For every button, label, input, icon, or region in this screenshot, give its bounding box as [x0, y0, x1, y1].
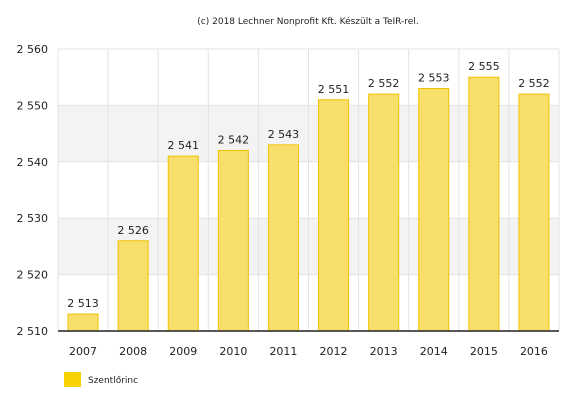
y-axis-ticks: 2 510 2 520 2 530 2 540 2 550 2 560: [17, 43, 49, 338]
x-tick-label: 2016: [520, 345, 548, 358]
data-label: 2 542: [218, 134, 250, 147]
x-tick-label: 2013: [370, 345, 398, 358]
data-label: 2 553: [418, 71, 450, 84]
x-tick-label: 2010: [219, 345, 247, 358]
data-label: 2 552: [368, 77, 400, 90]
bar[interactable]: [318, 99, 350, 332]
y-tick-label: 2 550: [17, 99, 49, 112]
data-label: 2 555: [468, 60, 500, 73]
x-tick-label: 2015: [470, 345, 498, 358]
bar[interactable]: [418, 87, 450, 332]
data-label: 2 513: [67, 297, 99, 310]
y-tick-label: 2 530: [17, 212, 49, 225]
data-label: 2 543: [268, 128, 300, 141]
bar[interactable]: [217, 150, 249, 332]
gridlines: [57, 48, 560, 332]
chart-credit: (c) 2018 Lechner Nonprofit Kft. Készült …: [197, 16, 418, 27]
legend[interactable]: Szentlőrinc: [64, 372, 138, 387]
x-tick-label: 2007: [69, 345, 97, 358]
x-tick-label: 2011: [269, 345, 297, 358]
x-tick-label: 2012: [320, 345, 348, 358]
x-tick-label: 2014: [420, 345, 448, 358]
data-label: 2 552: [518, 77, 550, 90]
bar[interactable]: [67, 313, 99, 332]
data-label: 2 551: [318, 83, 350, 96]
y-tick-label: 2 520: [17, 269, 49, 282]
data-label: 2 526: [117, 224, 149, 237]
bar[interactable]: [267, 144, 299, 332]
bar[interactable]: [468, 76, 500, 332]
bar[interactable]: [368, 93, 400, 332]
y-tick-label: 2 560: [17, 43, 49, 56]
legend-swatch: [64, 372, 81, 387]
x-tick-label: 2009: [169, 345, 197, 358]
legend-label: Szentlőrinc: [88, 376, 138, 386]
data-label: 2 541: [168, 139, 200, 152]
bar[interactable]: [117, 240, 149, 332]
bar[interactable]: [518, 93, 550, 332]
bar[interactable]: [167, 155, 199, 332]
y-tick-label: 2 540: [17, 156, 49, 169]
data-labels: 2 513 2 526 2 541 2 542 2 543 2 551 2 552 2 553…: [67, 60, 549, 310]
x-axis-ticks: 2007 2008 2009 2010 2011 2012 2013 2014 2015 2016: [69, 345, 548, 358]
x-tick-label: 2008: [119, 345, 147, 358]
y-tick-label: 2 510: [17, 325, 49, 338]
